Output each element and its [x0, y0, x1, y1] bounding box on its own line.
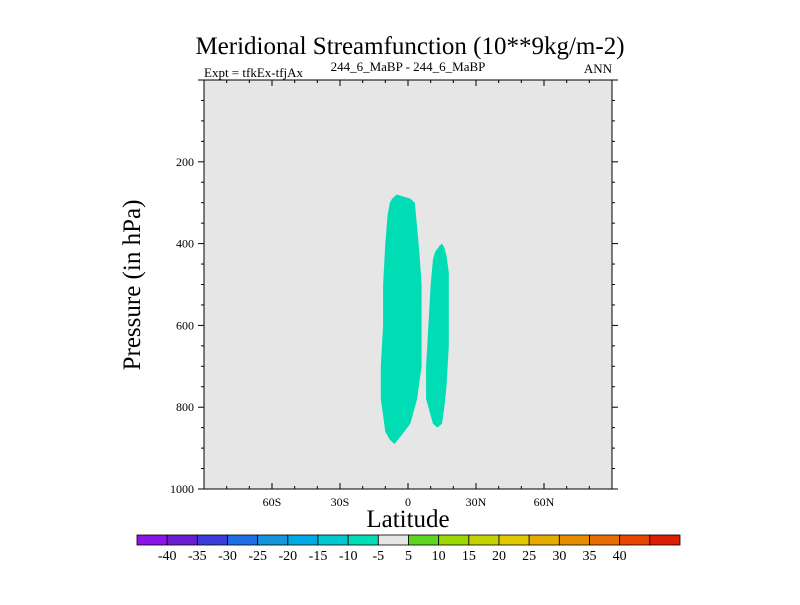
colorbar-box [528, 534, 560, 546]
center-string: 244_6_MaBP - 244_6_MaBP [331, 59, 486, 74]
colorbar-label: -35 [188, 549, 207, 564]
plot-area: 200 400 600 800 1000 60S 30S 0 30N 60N [170, 79, 618, 509]
colorbar-box [136, 534, 168, 546]
colorbar-box [589, 534, 621, 546]
colorbar-box [347, 534, 379, 546]
colorbar-box [227, 534, 259, 546]
colorbar-box [196, 534, 228, 546]
x-tick-label: 0 [405, 495, 411, 509]
contour-region-2 [426, 243, 449, 428]
colorbar-label: 35 [583, 549, 597, 564]
colorbar-label: -30 [218, 549, 237, 564]
colorbar-label: 15 [462, 549, 476, 564]
y-tick-label: 1000 [170, 482, 194, 496]
colorbar-box [619, 534, 651, 546]
x-tick-label: 30S [331, 495, 350, 509]
x-tick-label: 60S [263, 495, 282, 509]
y-tick-label: 800 [176, 400, 194, 414]
colorbar-box [498, 534, 530, 546]
colorbar-box [408, 534, 440, 546]
y-axis-title: Pressure (in hPa) [119, 200, 146, 371]
colorbar-label: 25 [522, 549, 536, 564]
x-tick-label: 60N [534, 495, 555, 509]
colorbar-label: 40 [613, 549, 627, 564]
colorbar-label: 5 [405, 549, 412, 564]
colorbar-label: -20 [278, 549, 297, 564]
x-axis-title: Latitude [366, 506, 449, 533]
colorbar-box [317, 534, 349, 546]
colorbar-label: -25 [248, 549, 267, 564]
colorbar-box [166, 534, 198, 546]
y-tick-label: 600 [176, 318, 194, 332]
colorbar-label: 10 [432, 549, 446, 564]
contour-region-1 [380, 194, 422, 444]
chart-title: Meridional Streamfunction (10**9kg/m-2) [195, 33, 624, 60]
left-string: Expt = tfkEx-tfjAx [204, 65, 304, 80]
colorbar-label: -5 [372, 549, 384, 564]
colorbar-box [287, 534, 319, 546]
colorbar-label: 20 [492, 549, 506, 564]
colorbar-box [377, 534, 409, 546]
colorbar-box [558, 534, 590, 546]
colorbar-label: -40 [158, 549, 177, 564]
colorbar-box [468, 534, 500, 546]
colorbar-label: -15 [309, 549, 328, 564]
y-tick-label: 400 [176, 237, 194, 251]
colorbar-box [257, 534, 289, 546]
colorbar-box [649, 534, 681, 546]
x-tick-label: 30N [466, 495, 487, 509]
colorbar-box [438, 534, 470, 546]
colorbar-label: -10 [339, 549, 358, 564]
colorbar: -40 -35 -30 -25 -20 -15 -10 -5 5 10 15 20 25 30 35 40 [136, 534, 681, 564]
y-tick-label: 200 [176, 155, 194, 169]
colorbar-label: 30 [552, 549, 566, 564]
right-string: ANN [584, 61, 613, 76]
